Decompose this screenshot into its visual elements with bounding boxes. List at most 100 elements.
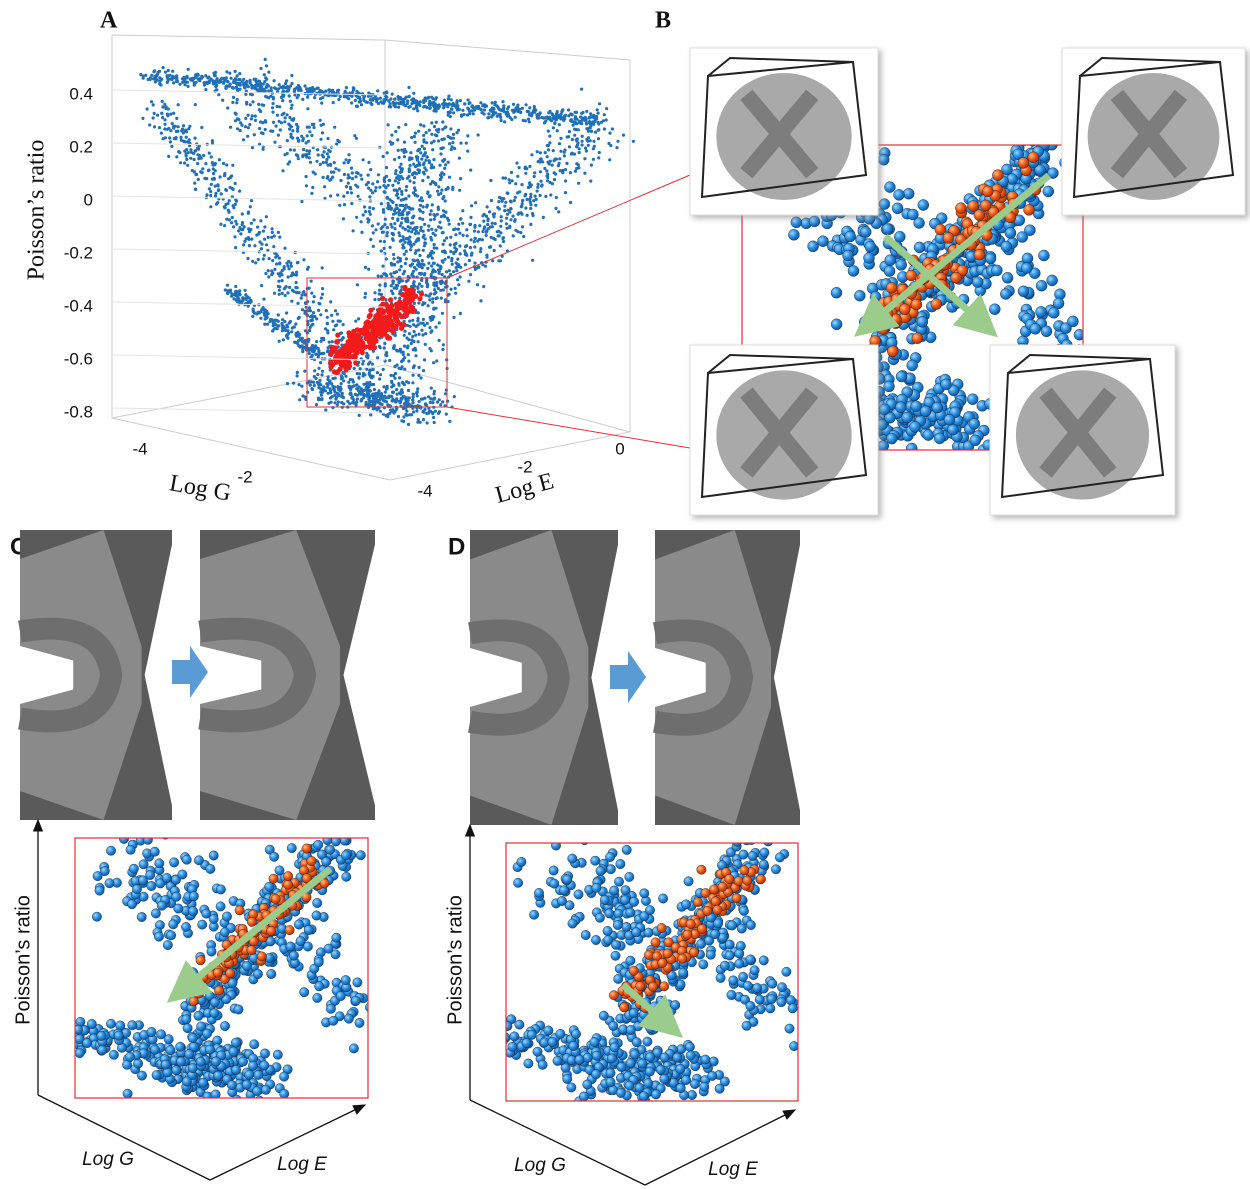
sphere <box>879 199 890 210</box>
point <box>485 254 488 257</box>
point <box>289 100 292 103</box>
point <box>183 80 186 83</box>
panel-label: A <box>100 8 118 34</box>
point <box>369 98 372 101</box>
point <box>430 273 433 276</box>
point <box>436 190 439 193</box>
sphere <box>1047 275 1058 286</box>
point <box>393 263 396 266</box>
point <box>444 211 447 214</box>
point <box>396 393 399 396</box>
point <box>455 261 458 264</box>
point <box>297 157 300 160</box>
point <box>438 398 441 401</box>
sphere <box>941 379 952 390</box>
point <box>291 326 294 329</box>
point <box>615 146 618 149</box>
point <box>435 134 438 137</box>
point <box>555 196 558 199</box>
point <box>530 114 533 117</box>
point <box>411 221 414 224</box>
point <box>362 96 365 99</box>
point <box>371 224 374 227</box>
sphere <box>788 229 799 240</box>
point <box>502 236 505 239</box>
point <box>335 333 340 338</box>
sphere <box>154 932 163 941</box>
point <box>296 127 299 130</box>
sphere <box>253 969 262 978</box>
point <box>171 70 174 73</box>
point <box>228 72 231 75</box>
point <box>422 249 425 252</box>
sphere <box>831 319 842 330</box>
point <box>538 116 541 119</box>
point <box>332 101 335 104</box>
point <box>426 322 429 325</box>
point <box>311 186 314 189</box>
sphere <box>326 819 335 828</box>
point <box>561 169 564 172</box>
point <box>166 113 169 116</box>
point <box>538 160 541 163</box>
point <box>326 175 329 178</box>
point <box>391 391 394 394</box>
point <box>473 262 476 265</box>
point <box>153 75 156 78</box>
point <box>438 321 441 324</box>
point <box>556 129 559 132</box>
point <box>472 112 475 115</box>
point <box>368 313 373 318</box>
sphere <box>917 316 928 327</box>
sphere <box>209 914 218 923</box>
point <box>470 252 473 255</box>
point <box>175 155 178 158</box>
point <box>322 161 325 164</box>
point <box>553 115 556 118</box>
point <box>290 104 293 107</box>
point <box>257 103 260 106</box>
point <box>384 302 389 307</box>
sphere <box>918 200 929 211</box>
point <box>382 155 385 158</box>
point <box>410 98 413 101</box>
point <box>247 237 250 240</box>
point <box>422 418 425 421</box>
sphere <box>967 394 978 405</box>
point <box>330 314 333 317</box>
point <box>422 140 425 143</box>
sphere <box>914 242 925 253</box>
point <box>438 164 441 167</box>
point <box>417 239 420 242</box>
point <box>352 398 355 401</box>
point <box>454 287 457 290</box>
point <box>264 76 267 79</box>
point <box>445 413 448 416</box>
point <box>287 332 290 335</box>
point <box>514 196 517 199</box>
point <box>431 203 434 206</box>
point <box>423 358 426 361</box>
point <box>278 274 281 277</box>
point <box>397 102 400 105</box>
point <box>512 103 515 106</box>
sphere <box>910 421 921 432</box>
point <box>253 87 256 90</box>
point <box>504 201 507 204</box>
point <box>239 129 242 132</box>
point <box>226 106 229 109</box>
point <box>310 192 313 195</box>
point <box>308 156 311 159</box>
point <box>394 130 397 133</box>
sphere <box>906 443 917 454</box>
point <box>421 303 424 306</box>
point <box>369 413 372 416</box>
point <box>396 284 399 287</box>
sphere <box>831 287 842 298</box>
point <box>439 403 442 406</box>
point <box>443 99 446 102</box>
point <box>308 130 311 133</box>
point <box>388 359 391 362</box>
point <box>254 261 257 264</box>
sphere <box>1036 280 1047 291</box>
